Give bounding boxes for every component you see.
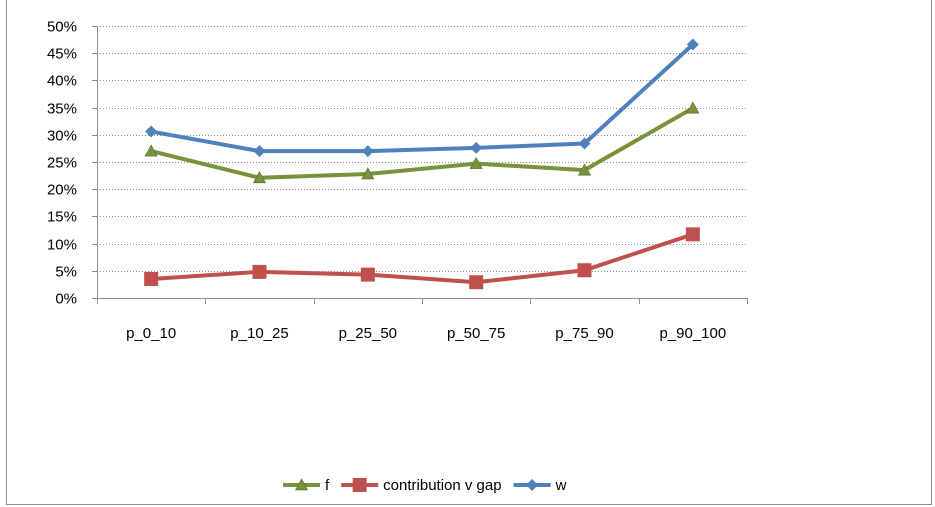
legend: f contribution v gap w — [283, 477, 567, 494]
data-point — [253, 145, 266, 158]
legend-item: contribution v gap — [341, 477, 502, 494]
y-tick-label: 20% — [47, 182, 77, 199]
data-point — [469, 275, 484, 290]
y-tick-label: 15% — [47, 209, 77, 226]
data-point — [686, 101, 700, 114]
y-tick-label: 5% — [55, 264, 77, 281]
series-line — [149, 42, 695, 154]
x-tick-label: p_50_75 — [447, 325, 505, 342]
series-0 — [144, 101, 700, 184]
x-tick-label: p_10_25 — [230, 325, 288, 342]
y-tick-label: 0% — [55, 291, 77, 308]
data-point — [144, 144, 158, 157]
data-point — [145, 125, 158, 138]
y-tick-label: 40% — [47, 73, 77, 90]
series-line — [149, 106, 695, 180]
series-lines — [144, 38, 700, 290]
legend-swatch-marker — [294, 478, 309, 491]
legend-item: w — [513, 477, 567, 494]
y-tick-label: 45% — [47, 46, 77, 63]
data-point — [252, 264, 267, 279]
axes — [92, 26, 748, 304]
legend-item: f — [283, 477, 330, 494]
x-tick-label: p_75_90 — [555, 325, 613, 342]
legend-label: f — [325, 477, 330, 494]
legend-label: w — [555, 477, 567, 494]
legend-swatch-marker — [352, 478, 367, 492]
x-axis-tick-labels: p_0_10 p_10_25 p_25_50 p_50_75 p_75_90 p_90_1… — [126, 325, 726, 342]
legend-label: contribution v gap — [383, 477, 501, 494]
series-2 — [145, 38, 699, 158]
data-point — [469, 157, 483, 169]
chart-frame — [6, 0, 932, 505]
data-point — [252, 171, 267, 184]
data-point — [360, 267, 375, 282]
x-tick-label: p_90_100 — [659, 325, 726, 342]
x-tick-label: p_25_50 — [339, 325, 397, 342]
data-point — [361, 145, 374, 158]
y-tick-label: 50% — [47, 19, 77, 36]
y-tick-label: 10% — [47, 237, 77, 254]
y-axis-tick-labels: 0% 5% 10% 15% 20% 25% 30% 35% 40% 45% 50% — [47, 19, 77, 308]
data-point — [578, 137, 591, 150]
x-tick-label: p_0_10 — [126, 325, 176, 342]
y-tick-label: 30% — [47, 128, 77, 145]
data-point — [361, 167, 375, 180]
gridlines — [97, 26, 747, 272]
data-point — [144, 271, 159, 286]
data-point — [470, 141, 483, 154]
data-point — [577, 163, 592, 176]
series-line — [149, 232, 695, 285]
y-tick-label: 35% — [47, 101, 77, 118]
series-1 — [144, 227, 700, 290]
y-tick-label: 25% — [47, 155, 77, 172]
legend-swatch-marker — [526, 479, 539, 491]
data-point — [686, 38, 699, 51]
data-point — [685, 227, 700, 242]
data-point — [577, 263, 592, 278]
